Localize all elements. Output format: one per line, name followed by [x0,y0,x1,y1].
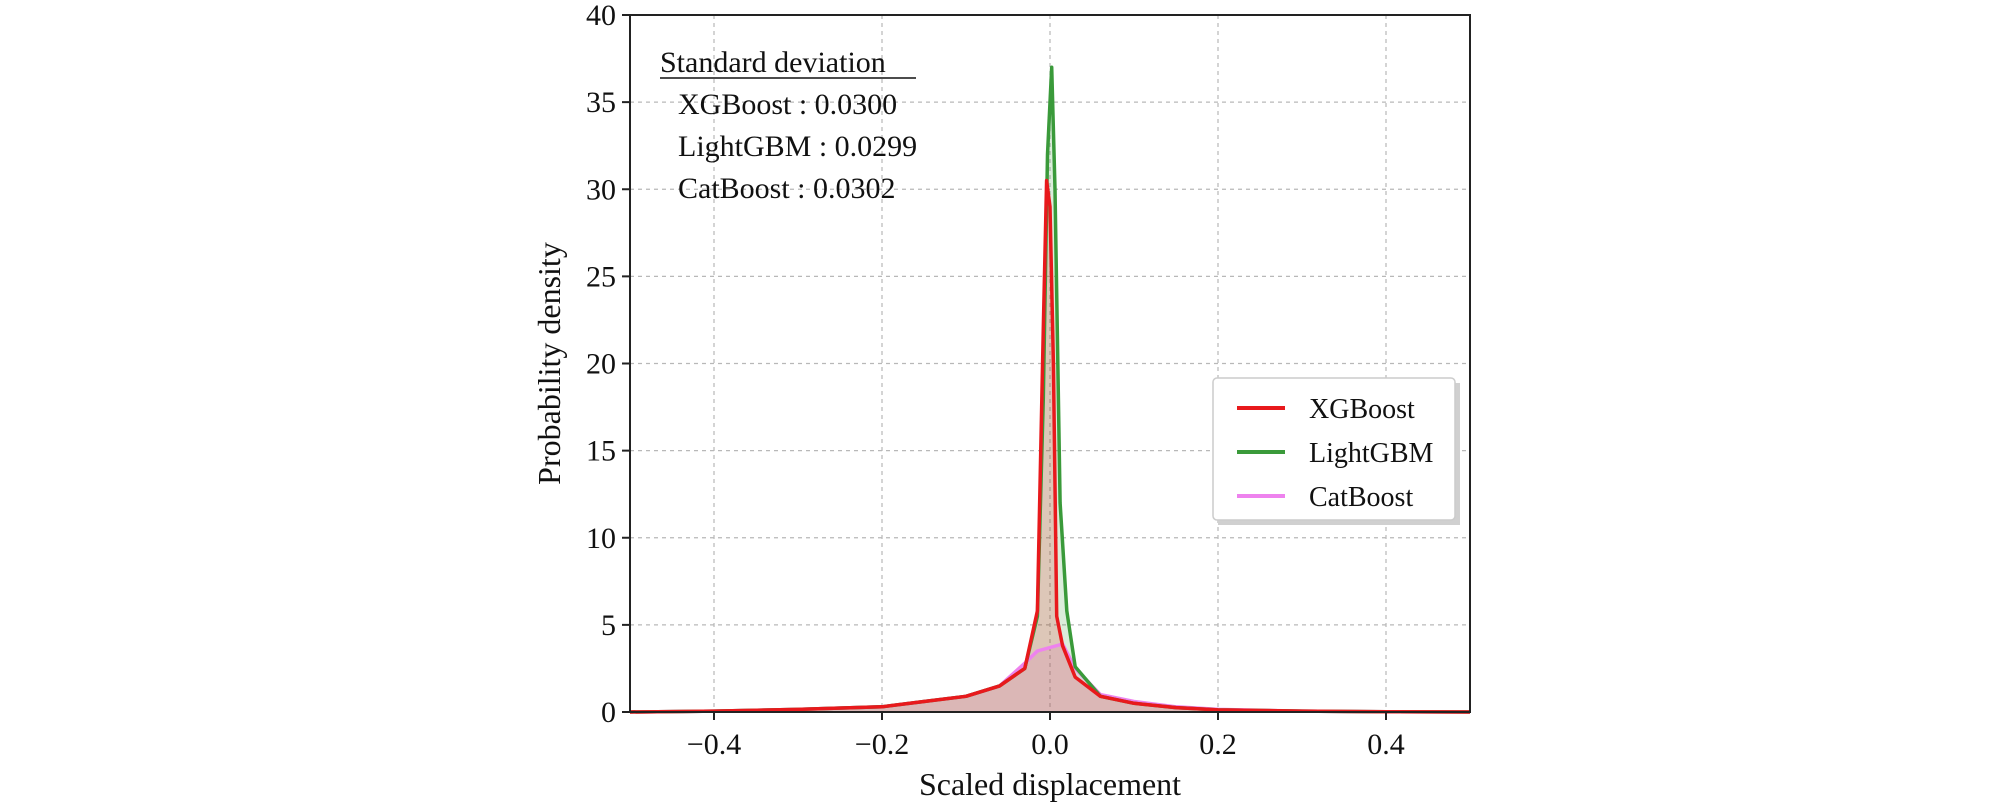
axis-ticks: −0.4 −0.2 0.0 0.2 0.4 0 5 10 15 20 25 30 35 40 [586,0,1405,761]
x-tick-label: 0.4 [1367,728,1405,761]
x-tick-label: −0.2 [855,728,909,761]
density-lines [629,65,1471,714]
x-tick-label: 0.2 [1199,728,1237,761]
legend-box [1212,377,1456,521]
y-tick-label: 20 [586,348,616,381]
x-axis-label: Scaled displacement [919,766,1181,802]
annotation-line-lightgbm: LightGBM : 0.0299 [678,130,917,163]
annotation-title: Standard deviation [660,46,886,79]
y-tick-label: 30 [586,173,616,206]
y-tick-label: 25 [586,260,616,293]
y-tick-label: 35 [586,86,616,119]
legend: XGBoost LightGBM CatBoost [1212,377,1460,525]
annotation-line-catboost: CatBoost : 0.0302 [678,172,896,205]
y-tick-label: 10 [586,522,616,555]
density-fill-lightgbm [630,67,1470,713]
std-annotation: Standard deviation XGBoost : 0.0300 Ligh… [660,46,917,205]
y-tick-label: 15 [586,435,616,468]
density-line-xgboost [629,178,1471,714]
x-tick-label: 0.0 [1031,728,1069,761]
histogram-fills [630,67,1470,713]
y-axis-label: Probability density [531,242,567,485]
legend-label-xgboost: XGBoost [1309,394,1415,425]
density-fill-catboost [630,644,1470,712]
y-tick-label: 0 [601,696,616,729]
density-fill-xgboost [630,180,1470,712]
y-tick-label: 5 [601,609,616,642]
legend-label-lightgbm: LightGBM [1309,438,1434,469]
legend-label-catboost: CatBoost [1309,482,1413,513]
annotation-line-xgboost: XGBoost : 0.0300 [678,88,897,121]
x-tick-label: −0.4 [687,728,741,761]
y-tick-label: 40 [586,0,616,32]
